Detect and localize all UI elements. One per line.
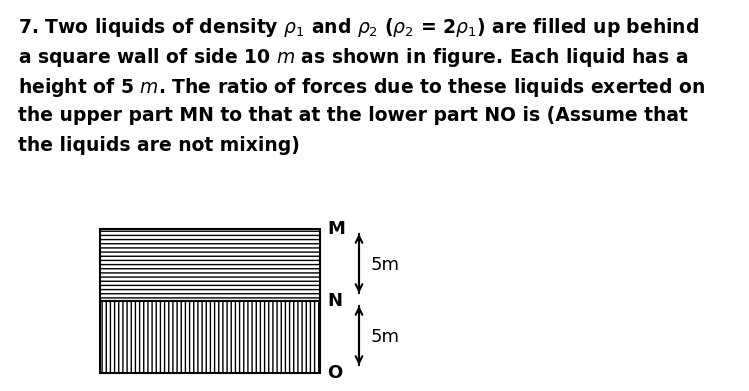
Bar [100,229,320,301]
Text: O: O [327,364,342,382]
Text: M: M [327,220,345,238]
Text: the upper part MN to that at the lower part NO is (Assume that: the upper part MN to that at the lower p… [18,106,688,125]
Text: 5m: 5m [371,328,400,346]
Text: height of 5 $m$. The ratio of forces due to these liquids exerted on: height of 5 $m$. The ratio of forces due… [18,76,706,99]
Text: N: N [327,292,342,310]
Text: 5m: 5m [371,256,400,274]
Text: 7. Two liquids of density $\rho_1$ and $\rho_2$ ($\rho_2$ = 2$\rho_1$) are fille: 7. Two liquids of density $\rho_1$ and $… [18,16,699,39]
Bar [100,301,320,373]
Text: a square wall of side 10 $m$ as shown in figure. Each liquid has a: a square wall of side 10 $m$ as shown in… [18,46,688,69]
Text: the liquids are not mixing): the liquids are not mixing) [18,136,300,155]
